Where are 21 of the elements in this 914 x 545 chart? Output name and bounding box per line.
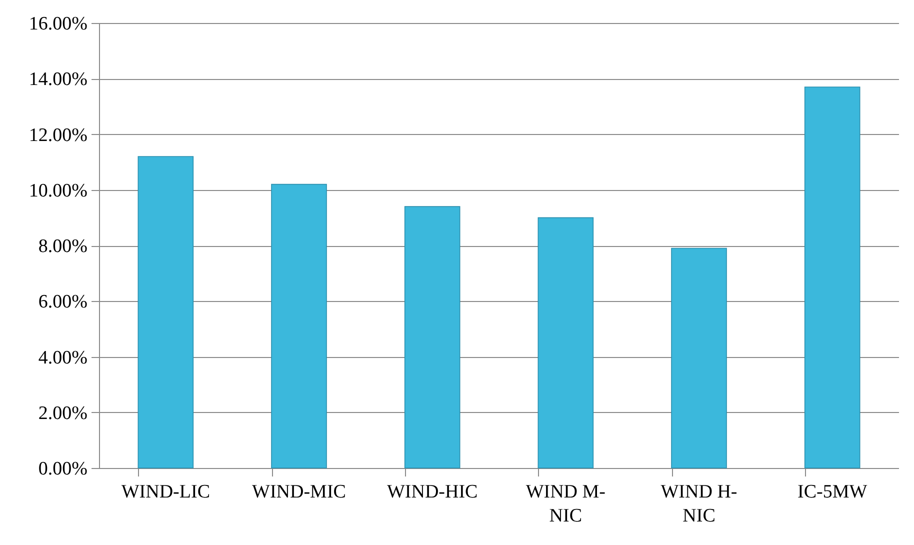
y-tick-label: 6.00% xyxy=(38,292,88,313)
y-tick-label: 14.00% xyxy=(28,69,88,90)
y-tick-label: 2.00% xyxy=(38,402,88,424)
x-tick-label: WIND M-NIC xyxy=(526,482,606,526)
bar xyxy=(538,217,594,468)
y-tick-label: 8.00% xyxy=(38,236,88,257)
bar xyxy=(804,86,860,468)
x-tick-label: WIND-LIC xyxy=(121,482,210,502)
bar xyxy=(671,248,727,468)
y-tick-label: 4.00% xyxy=(38,347,88,368)
y-tick-label: 10.00% xyxy=(28,180,88,202)
y-tick-label: 0.00% xyxy=(38,458,88,480)
x-tick-label: WIND-HIC xyxy=(386,482,478,502)
x-tick-label: IC-5MW xyxy=(798,482,868,502)
bar xyxy=(404,206,460,468)
x-tick-label: WIND-MIC xyxy=(252,482,346,502)
y-tick-label: 16.00% xyxy=(28,14,88,34)
x-tick-label: WIND H-NIC xyxy=(660,482,738,526)
bar xyxy=(271,184,327,468)
y-tick-label: 12.00% xyxy=(28,124,88,146)
bar xyxy=(138,156,194,468)
